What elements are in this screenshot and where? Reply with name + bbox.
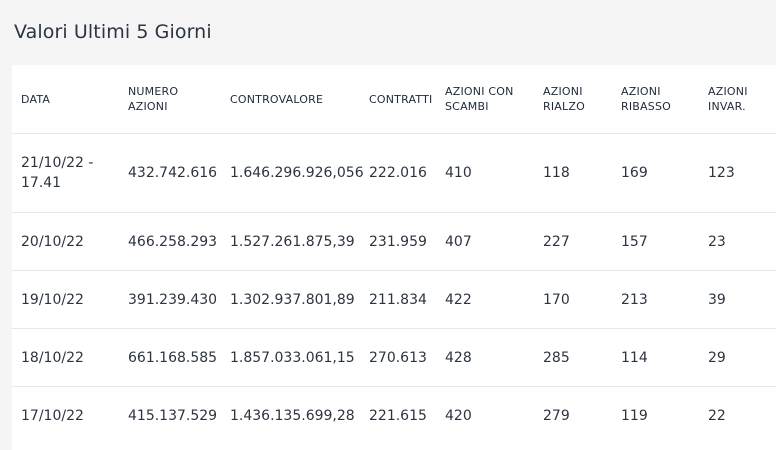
cell-controvalore: 1.436.135.699,28 bbox=[221, 386, 360, 444]
cell-azioni-ribasso: 119 bbox=[612, 386, 699, 444]
cell-azioni-con-scambi: 410 bbox=[436, 133, 534, 213]
cell-azioni-invar: 22 bbox=[699, 386, 776, 444]
header-azioni-ribasso: AZIONI RIBASSO bbox=[621, 85, 671, 113]
cell-azioni-con-scambi: 428 bbox=[436, 328, 534, 387]
cell-numero-azioni: 661.168.585 bbox=[119, 328, 221, 387]
cell-data: 21/10/22 - 17.41 bbox=[12, 133, 119, 213]
cell-azioni-ribasso: 157 bbox=[612, 212, 699, 271]
table-row: 19/10/22 391.239.430 1.302.937.801,89 21… bbox=[12, 270, 776, 329]
cell-contratti: 231.959 bbox=[360, 212, 436, 271]
table-row: 18/10/22 661.168.585 1.857.033.061,15 27… bbox=[12, 328, 776, 387]
cell-controvalore: 1.646.296.926,056 bbox=[221, 133, 364, 213]
cell-azioni-con-scambi: 407 bbox=[436, 212, 534, 271]
values-table-container: DATA NUMERO AZIONI CONTROVALORE CONTRATTI… bbox=[12, 65, 776, 450]
cell-azioni-invar: 123 bbox=[699, 133, 776, 213]
cell-contratti: 221.615 bbox=[360, 386, 436, 444]
cell-data: 18/10/22 bbox=[12, 328, 119, 387]
cell-data: 17/10/22 bbox=[12, 386, 119, 444]
cell-azioni-rialzo: 118 bbox=[534, 133, 612, 213]
table-header-row: DATA NUMERO AZIONI CONTROVALORE CONTRATTI… bbox=[12, 65, 776, 134]
cell-azioni-rialzo: 227 bbox=[534, 212, 612, 271]
cell-azioni-ribasso: 169 bbox=[612, 133, 699, 213]
cell-azioni-rialzo: 170 bbox=[534, 270, 612, 329]
cell-controvalore: 1.302.937.801,89 bbox=[221, 270, 360, 329]
table-row: 20/10/22 466.258.293 1.527.261.875,39 23… bbox=[12, 212, 776, 271]
cell-azioni-invar: 23 bbox=[699, 212, 776, 271]
cell-azioni-con-scambi: 420 bbox=[436, 386, 534, 444]
header-azioni-rialzo: AZIONI RIALZO bbox=[543, 85, 585, 113]
cell-azioni-ribasso: 213 bbox=[612, 270, 699, 329]
cell-azioni-ribasso: 114 bbox=[612, 328, 699, 387]
cell-azioni-invar: 29 bbox=[699, 328, 776, 387]
cell-data: 20/10/22 bbox=[12, 212, 119, 271]
panel-title: Valori Ultimi 5 Giorni bbox=[14, 21, 212, 43]
last-5-days-panel: Valori Ultimi 5 Giorni DATA NUMERO AZIONI… bbox=[0, 4, 776, 450]
cell-controvalore: 1.857.033.061,15 bbox=[221, 328, 360, 387]
cell-contratti: 270.613 bbox=[360, 328, 436, 387]
cell-contratti: 211.834 bbox=[360, 270, 436, 329]
cell-azioni-rialzo: 279 bbox=[534, 386, 612, 444]
header-azioni-con-scambi: AZIONI CON SCAMBI bbox=[445, 85, 514, 113]
cell-numero-azioni: 391.239.430 bbox=[119, 270, 221, 329]
cell-azioni-con-scambi: 422 bbox=[436, 270, 534, 329]
header-controvalore: CONTROVALORE bbox=[230, 92, 324, 106]
cell-data: 19/10/22 bbox=[12, 270, 119, 329]
cell-numero-azioni: 432.742.616 bbox=[119, 133, 221, 213]
cell-azioni-invar: 39 bbox=[699, 270, 776, 329]
header-contratti: CONTRATTI bbox=[369, 92, 433, 106]
values-table: DATA NUMERO AZIONI CONTROVALORE CONTRATTI… bbox=[12, 65, 776, 444]
cell-contratti: 222.016 bbox=[360, 133, 436, 213]
header-data: DATA bbox=[21, 92, 51, 106]
cell-numero-azioni: 415.137.529 bbox=[119, 386, 221, 444]
cell-azioni-rialzo: 285 bbox=[534, 328, 612, 387]
table-row: 17/10/22 415.137.529 1.436.135.699,28 22… bbox=[12, 386, 776, 444]
cell-controvalore: 1.527.261.875,39 bbox=[221, 212, 360, 271]
cell-numero-azioni: 466.258.293 bbox=[119, 212, 221, 271]
header-numero-azioni: NUMERO AZIONI bbox=[128, 85, 179, 113]
table-row: 21/10/22 - 17.41 432.742.616 1.646.296.9… bbox=[12, 133, 776, 213]
header-azioni-invar: AZIONI INVAR. bbox=[708, 85, 748, 113]
